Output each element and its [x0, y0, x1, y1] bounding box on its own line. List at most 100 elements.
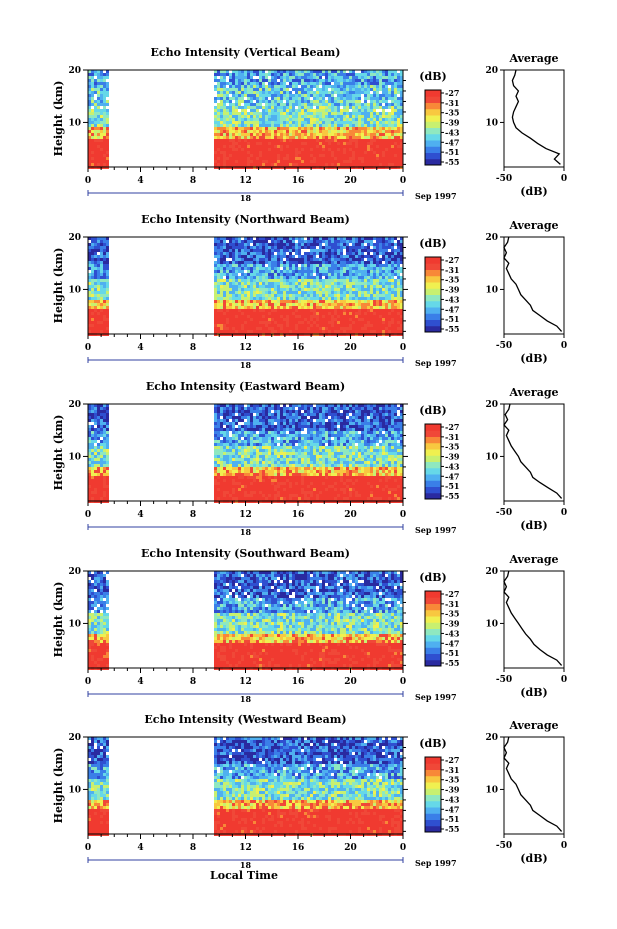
- heatmap-cell: [364, 115, 367, 118]
- heatmap-cell: [103, 464, 106, 467]
- heatmap-cell: [103, 112, 106, 115]
- heatmap-cell: [214, 288, 217, 291]
- heatmap-cell: [286, 133, 289, 136]
- heatmap-cell: [400, 306, 403, 309]
- heatmap-cell: [97, 437, 100, 440]
- heatmap-cell: [88, 312, 91, 315]
- heatmap-cell: [214, 455, 217, 458]
- heatmap-cell: [256, 160, 259, 163]
- heatmap-cell: [220, 145, 223, 148]
- heatmap-cell: [229, 300, 232, 303]
- heatmap-cell: [283, 309, 286, 312]
- heatmap-cell: [91, 136, 94, 139]
- heatmap-cell: [262, 309, 265, 312]
- heatmap-cell: [367, 282, 370, 285]
- heatmap-cell: [343, 115, 346, 118]
- heatmap-cell: [241, 151, 244, 154]
- heatmap-cell: [367, 154, 370, 157]
- heatmap-cell: [388, 240, 391, 243]
- heatmap-cell: [400, 282, 403, 285]
- colorbar-tick-label: -47: [445, 137, 459, 147]
- heatmap-cell: [289, 255, 292, 258]
- heatmap-cell: [346, 273, 349, 276]
- heatmap-cell: [91, 461, 94, 464]
- heatmap-cell: [280, 145, 283, 148]
- heatmap-cell: [355, 151, 358, 154]
- heatmap-cell: [334, 76, 337, 79]
- heatmap-cell: [262, 246, 265, 249]
- heatmap-cell: [382, 288, 385, 291]
- heatmap-cell: [298, 106, 301, 109]
- heatmap-cell: [244, 88, 247, 91]
- heatmap-cell: [328, 124, 331, 127]
- heatmap-cell: [379, 130, 382, 133]
- heatmap-cell: [382, 294, 385, 297]
- heatmap-cell: [97, 258, 100, 261]
- heatmap-cell: [364, 94, 367, 97]
- heatmap-cell: [310, 288, 313, 291]
- heatmap-cell: [232, 291, 235, 294]
- heatmap-cell: [280, 261, 283, 264]
- heatmap-cell: [271, 294, 274, 297]
- heatmap-cell: [352, 136, 355, 139]
- heatmap-cell: [340, 288, 343, 291]
- heatmap-cell: [259, 312, 262, 315]
- heatmap-cell: [106, 312, 109, 315]
- heatmap-cell: [313, 237, 316, 240]
- heatmap-cell: [352, 261, 355, 264]
- heatmap-cell: [316, 315, 319, 318]
- heatmap-cell: [358, 124, 361, 127]
- heatmap-cell: [352, 157, 355, 160]
- heatmap-cell: [265, 118, 268, 121]
- heatmap-cell: [370, 315, 373, 318]
- heatmap-cell: [379, 330, 382, 333]
- heatmap-cell: [262, 300, 265, 303]
- heatmap-cell: [295, 288, 298, 291]
- heatmap-cell: [331, 309, 334, 312]
- heatmap-cell: [373, 312, 376, 315]
- heatmap-cell: [280, 237, 283, 240]
- heatmap-cell: [214, 273, 217, 276]
- heatmap-cell: [364, 279, 367, 282]
- heatmap-cell: [217, 106, 220, 109]
- heatmap-cell: [307, 79, 310, 82]
- heatmap-cell: [217, 157, 220, 160]
- heatmap-cell: [97, 157, 100, 160]
- heatmap-cell: [97, 327, 100, 330]
- heatmap-cell: [334, 142, 337, 145]
- heatmap-cell: [277, 76, 280, 79]
- heatmap-cell: [106, 157, 109, 160]
- heatmap-cell: [355, 133, 358, 136]
- heatmap-cell: [358, 121, 361, 124]
- heatmap-cell: [364, 73, 367, 76]
- heatmap-cell: [94, 303, 97, 306]
- heatmap-cell: [271, 279, 274, 282]
- heatmap-cell: [88, 163, 91, 166]
- heatmap-cell: [268, 246, 271, 249]
- heatmap-cell: [361, 330, 364, 333]
- heatmap-cell: [325, 240, 328, 243]
- heatmap-cell: [394, 136, 397, 139]
- heatmap-cell: [94, 461, 97, 464]
- heatmap-cell: [274, 264, 277, 267]
- heatmap-cell: [349, 88, 352, 91]
- heatmap-cell: [223, 73, 226, 76]
- heatmap-cell: [346, 249, 349, 252]
- heatmap-cell: [235, 79, 238, 82]
- heatmap-cell: [97, 464, 100, 467]
- heatmap-cell: [343, 312, 346, 315]
- heatmap-cell: [334, 145, 337, 148]
- heatmap-cell: [106, 443, 109, 446]
- heatmap-cell: [382, 306, 385, 309]
- heatmap-cell: [358, 306, 361, 309]
- heatmap-cell: [97, 458, 100, 461]
- heatmap-cell: [361, 79, 364, 82]
- heatmap-cell: [229, 324, 232, 327]
- heatmap-cell: [376, 246, 379, 249]
- heatmap-cell: [97, 285, 100, 288]
- heatmap-cell: [298, 309, 301, 312]
- heatmap-cell: [322, 237, 325, 240]
- heatmap-cell: [223, 151, 226, 154]
- heatmap-cell: [364, 306, 367, 309]
- heatmap-cell: [391, 79, 394, 82]
